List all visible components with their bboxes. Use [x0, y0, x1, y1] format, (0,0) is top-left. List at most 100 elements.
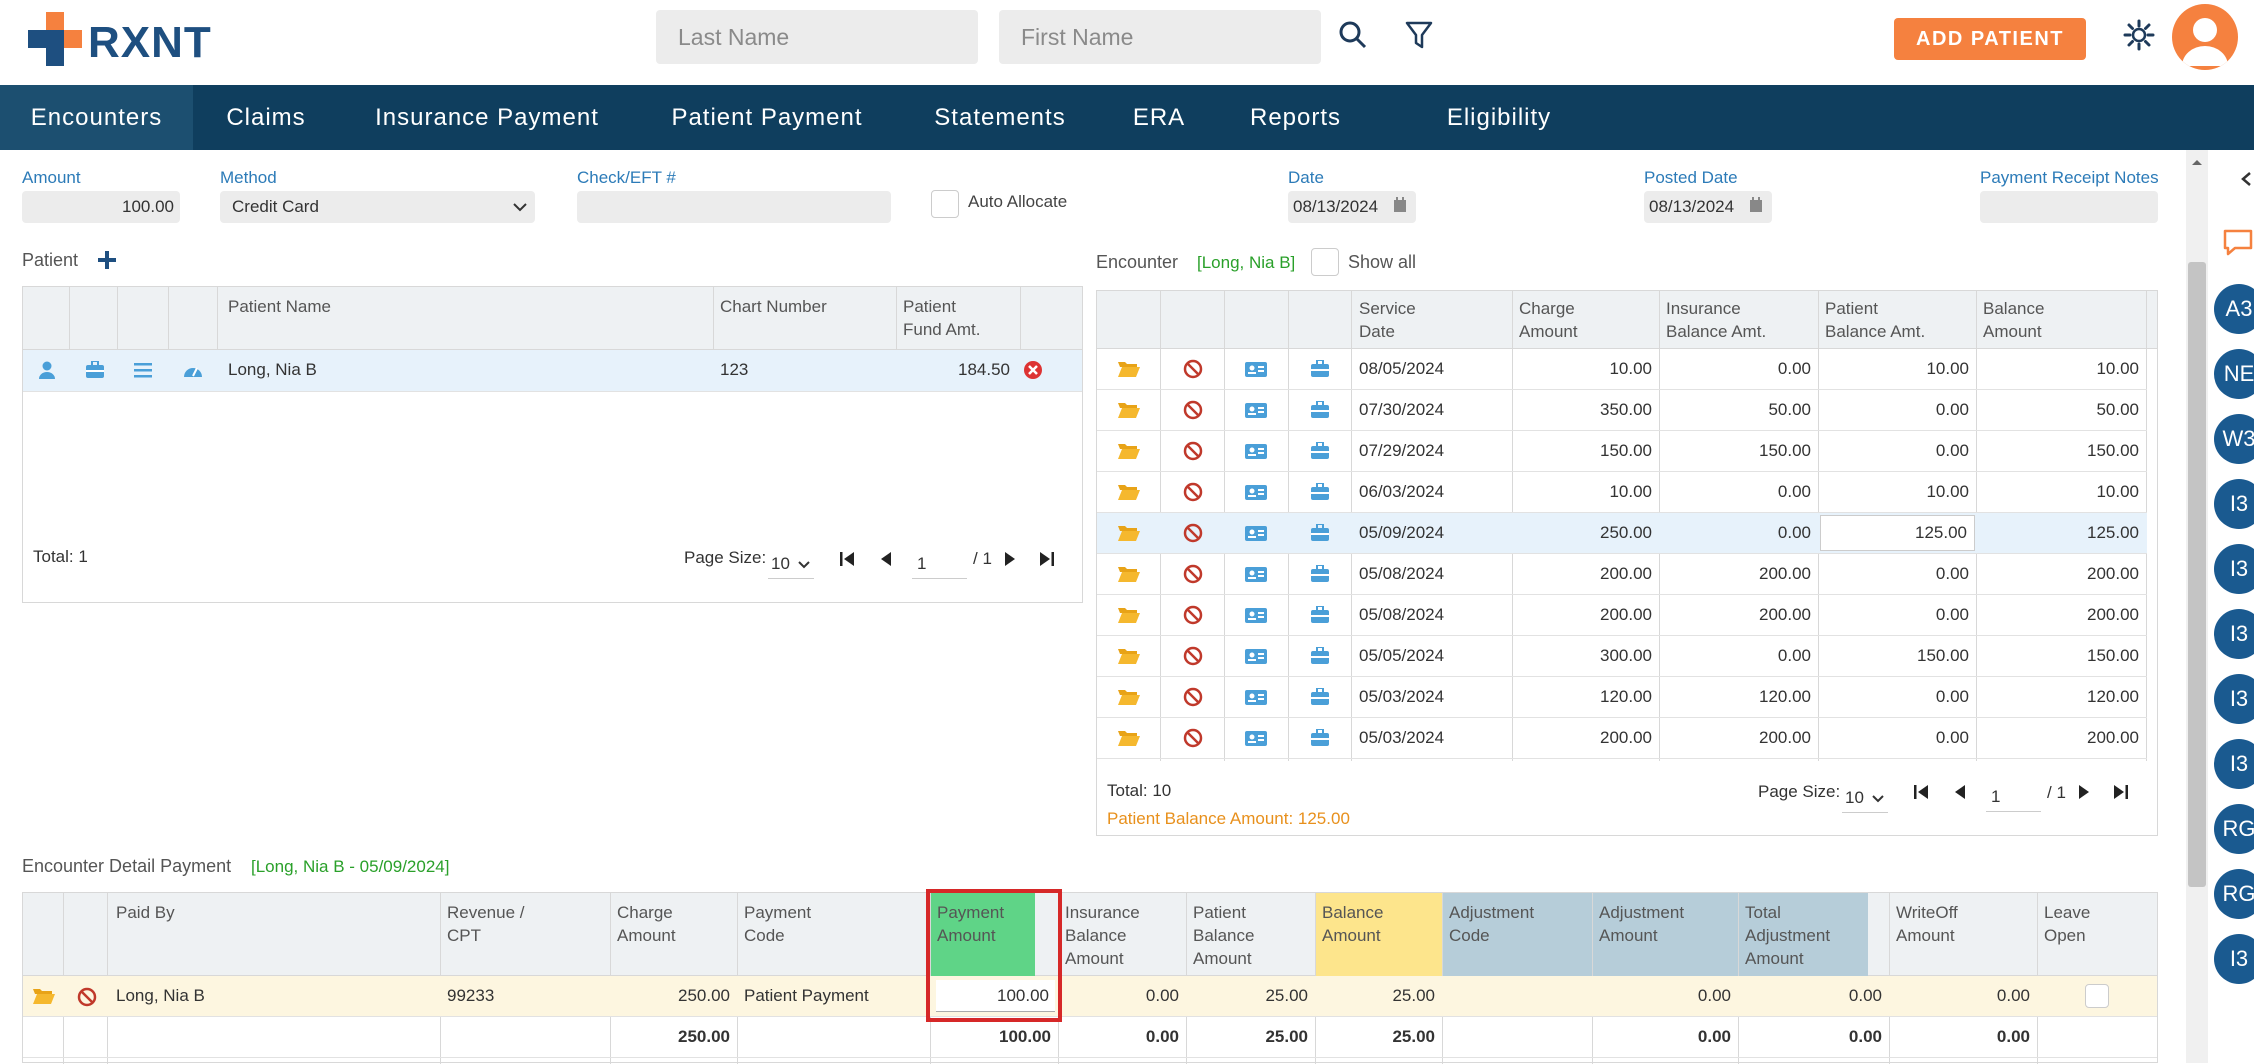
- col-service-line1[interactable]: Service: [1359, 299, 1416, 318]
- last-name-input[interactable]: [656, 10, 978, 64]
- rail-avatar-bubble[interactable]: I3: [2214, 609, 2254, 659]
- next-page-icon[interactable]: [1002, 550, 1018, 568]
- payment-receipt-notes-input[interactable]: [1980, 191, 2158, 223]
- folder-open-icon[interactable]: [1117, 442, 1141, 460]
- id-card-icon[interactable]: [1244, 524, 1268, 543]
- briefcase-icon[interactable]: [1310, 729, 1330, 747]
- col-dcharge-line1[interactable]: Charge: [617, 903, 673, 922]
- block-icon[interactable]: [1183, 359, 1203, 379]
- table-row[interactable]: 06/03/2024 10.00 0.00 10.00 10.00: [1097, 472, 2147, 513]
- first-name-input[interactable]: [999, 10, 1321, 64]
- folder-open-icon[interactable]: [1117, 360, 1141, 378]
- menu-list-icon[interactable]: [134, 361, 152, 379]
- payment-code-cell[interactable]: Patient Payment: [744, 986, 869, 1005]
- rail-avatar-bubble[interactable]: A3: [2214, 284, 2254, 334]
- nav-claims[interactable]: Claims: [226, 104, 306, 131]
- patient-balance-input[interactable]: 125.00: [1820, 515, 1975, 551]
- nav-eligibility[interactable]: Eligibility: [1446, 104, 1552, 131]
- nav-patient-payment[interactable]: Patient Payment: [671, 104, 863, 131]
- nav-statements[interactable]: Statements: [934, 104, 1066, 131]
- col-tadj-line1[interactable]: Total: [1745, 903, 1781, 922]
- page-size-select[interactable]: 10: [768, 549, 814, 579]
- id-card-icon[interactable]: [1244, 360, 1268, 379]
- id-card-icon[interactable]: [1244, 688, 1268, 707]
- folder-open-icon[interactable]: [1117, 524, 1141, 542]
- gear-icon[interactable]: [2122, 18, 2156, 52]
- table-row[interactable]: 07/29/2024 150.00 150.00 0.00 150.00: [1097, 431, 2147, 472]
- filter-icon[interactable]: [1404, 20, 1434, 52]
- patient-profile-icon[interactable]: [37, 360, 57, 380]
- table-row[interactable]: 05/03/2024 120.00 120.00 0.00 120.00: [1097, 677, 2147, 718]
- block-icon[interactable]: [1183, 564, 1203, 584]
- col-dbal-line1[interactable]: Balance: [1322, 903, 1384, 922]
- enc-next-page-icon[interactable]: [2076, 783, 2092, 801]
- table-row[interactable]: 05/09/2024 250.00 0.00 125.00 125.00: [1097, 513, 2147, 554]
- check-eft-input[interactable]: [577, 191, 891, 223]
- enc-page-number-input[interactable]: 1: [1986, 782, 2041, 812]
- nav-insurance-payment[interactable]: Insurance Payment: [375, 104, 599, 131]
- briefcase-icon[interactable]: [1310, 360, 1330, 378]
- page-number-input[interactable]: 1: [912, 549, 967, 579]
- collapse-left-icon[interactable]: [2240, 171, 2252, 187]
- block-icon[interactable]: [1183, 728, 1203, 748]
- enc-prev-page-icon[interactable]: [1952, 783, 1968, 801]
- col-bal-line1[interactable]: Balance: [1983, 299, 2045, 318]
- prev-page-icon[interactable]: [878, 550, 894, 568]
- col-code-line1[interactable]: Payment: [744, 903, 812, 922]
- block-icon[interactable]: [1183, 646, 1203, 666]
- briefcase-icon[interactable]: [1310, 606, 1330, 624]
- block-icon[interactable]: [1183, 441, 1203, 461]
- col-paid-by[interactable]: Paid By: [116, 903, 175, 922]
- id-card-icon[interactable]: [1244, 442, 1268, 461]
- folder-open-icon[interactable]: [1117, 729, 1141, 747]
- folder-open-icon[interactable]: [32, 987, 56, 1005]
- block-icon[interactable]: [1183, 523, 1203, 543]
- method-select[interactable]: Credit Card: [220, 191, 535, 223]
- table-row[interactable]: 05/08/2024 200.00 200.00 0.00 200.00: [1097, 595, 2147, 636]
- col-wo-line1[interactable]: WriteOff: [1896, 903, 1958, 922]
- enc-page-size-select[interactable]: 10: [1842, 783, 1888, 813]
- folder-open-icon[interactable]: [1117, 647, 1141, 665]
- writeoff-cell[interactable]: 0.00: [1996, 986, 2030, 1005]
- rail-avatar-bubble[interactable]: I3: [2214, 544, 2254, 594]
- dashboard-gauge-icon[interactable]: [182, 360, 204, 380]
- amount-input[interactable]: 100.00: [22, 191, 180, 223]
- table-row[interactable]: 08/05/2024 10.00 0.00 10.00 10.00: [1097, 349, 2147, 390]
- nav-encounters[interactable]: Encounters: [0, 85, 193, 150]
- method-chevron-down-icon[interactable]: [512, 201, 528, 213]
- col-dins-line1[interactable]: Insurance: [1065, 903, 1140, 922]
- col-adja-line1[interactable]: Adjustment: [1599, 903, 1685, 922]
- scrollbar-thumb[interactable]: [2188, 262, 2206, 887]
- briefcase-icon[interactable]: [1310, 483, 1330, 501]
- col-pat-line1[interactable]: Patient: [1825, 299, 1878, 318]
- add-patient-plus-icon[interactable]: [96, 249, 118, 271]
- add-patient-button[interactable]: ADD PATIENT: [1894, 18, 2086, 60]
- folder-open-icon[interactable]: [1117, 565, 1141, 583]
- folder-open-icon[interactable]: [1117, 606, 1141, 624]
- show-all-checkbox[interactable]: [1311, 248, 1339, 276]
- last-page-icon[interactable]: [1038, 550, 1056, 568]
- id-card-icon[interactable]: [1244, 647, 1268, 666]
- briefcase-icon[interactable]: [1310, 524, 1330, 542]
- rail-avatar-bubble[interactable]: I3: [2214, 934, 2254, 984]
- col-dpat-line1[interactable]: Patient: [1193, 903, 1246, 922]
- briefcase-icon[interactable]: [1310, 565, 1330, 583]
- folder-open-icon[interactable]: [1117, 483, 1141, 501]
- block-icon[interactable]: [1183, 482, 1203, 502]
- search-icon[interactable]: [1338, 20, 1368, 50]
- folder-open-icon[interactable]: [1117, 401, 1141, 419]
- first-page-icon[interactable]: [838, 550, 856, 568]
- block-icon[interactable]: [1183, 605, 1203, 625]
- col-adjc-line1[interactable]: Adjustment: [1449, 903, 1535, 922]
- table-row[interactable]: Long, Nia B 99233 250.00 Patient Payment…: [23, 976, 2157, 1017]
- block-icon[interactable]: [77, 987, 97, 1007]
- avatar[interactable]: [2172, 4, 2238, 70]
- id-card-icon[interactable]: [1244, 401, 1268, 420]
- posted-date-input[interactable]: 08/13/2024: [1644, 191, 1772, 223]
- date-input[interactable]: 08/13/2024: [1288, 191, 1416, 223]
- chat-icon[interactable]: [2222, 228, 2254, 256]
- enc-page-size-chevron-icon[interactable]: [1871, 794, 1885, 804]
- rail-avatar-bubble[interactable]: RG: [2214, 804, 2254, 854]
- rail-avatar-bubble[interactable]: I3: [2214, 479, 2254, 529]
- id-card-icon[interactable]: [1244, 565, 1268, 584]
